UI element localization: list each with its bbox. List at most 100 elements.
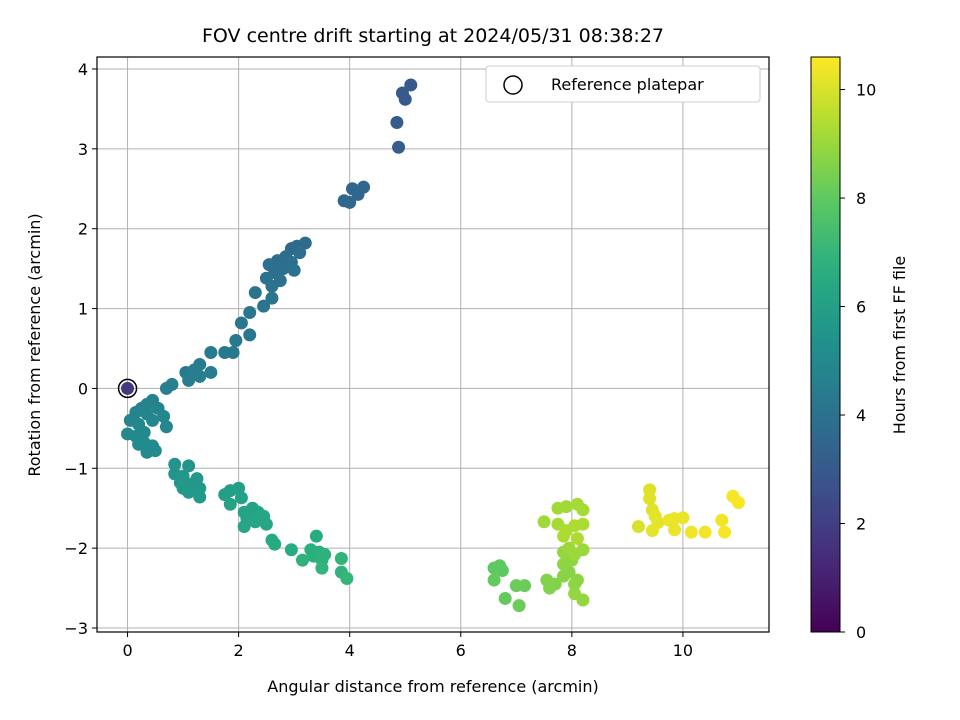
- data-point: [295, 553, 309, 567]
- plot-frame: [96, 56, 770, 633]
- legend-label: Reference platepar: [551, 75, 704, 94]
- data-point: [576, 503, 590, 517]
- data-point: [182, 485, 196, 499]
- data-point: [204, 345, 218, 359]
- x-axis-label: Angular distance from reference (arcmin): [267, 677, 598, 696]
- y-tick-label: 0: [78, 379, 88, 398]
- data-point: [576, 593, 590, 607]
- data-point: [684, 525, 698, 539]
- data-point: [218, 488, 232, 502]
- data-point: [512, 599, 526, 613]
- data-point: [340, 571, 354, 585]
- colorbar-tick-label: 2: [856, 515, 866, 534]
- y-tick-label: 3: [78, 140, 88, 159]
- data-point: [121, 381, 135, 395]
- data-point: [498, 591, 512, 605]
- data-point: [229, 334, 243, 348]
- data-point: [576, 543, 590, 557]
- data-point: [495, 564, 509, 578]
- y-tick-label: −1: [64, 459, 88, 478]
- data-points: [121, 78, 745, 613]
- data-point: [243, 328, 257, 342]
- data-point: [146, 413, 160, 427]
- data-point: [392, 140, 406, 154]
- grid-lines: [97, 57, 769, 632]
- data-point: [259, 517, 273, 531]
- data-point: [234, 316, 248, 330]
- data-point: [284, 543, 298, 557]
- colorbar-tick-label: 0: [856, 623, 866, 642]
- data-point: [576, 517, 590, 531]
- data-point: [668, 523, 682, 537]
- colorbar-tick-label: 6: [856, 298, 866, 317]
- x-tick-label: 0: [122, 641, 132, 660]
- data-point: [537, 515, 551, 529]
- data-point: [404, 78, 418, 92]
- data-point: [570, 573, 584, 587]
- data-point: [268, 537, 282, 551]
- data-point: [351, 187, 365, 201]
- data-point: [168, 457, 182, 471]
- colorbar: [810, 56, 841, 633]
- data-point: [193, 369, 207, 383]
- data-point: [645, 524, 659, 538]
- data-point: [223, 497, 237, 511]
- data-point: [698, 525, 712, 539]
- colorbar-label: Hours from first FF file: [890, 256, 909, 435]
- data-point: [718, 525, 732, 539]
- data-point: [518, 579, 532, 593]
- legend-box: [485, 65, 761, 103]
- y-tick-label: −3: [64, 619, 88, 638]
- data-point: [343, 195, 357, 209]
- y-tick-label: 4: [78, 60, 88, 79]
- data-point: [159, 381, 173, 395]
- data-point: [334, 552, 348, 566]
- data-point: [243, 306, 257, 320]
- data-point: [121, 427, 135, 441]
- data-point: [315, 561, 329, 575]
- data-point: [182, 459, 196, 473]
- data-point: [182, 373, 196, 387]
- data-point: [257, 299, 271, 313]
- x-axis-ticks: 0 2 4 6 8 10: [122, 632, 693, 660]
- x-tick-label: 6: [456, 641, 466, 660]
- data-point: [676, 511, 690, 525]
- y-tick-label: 1: [78, 300, 88, 319]
- data-point: [148, 444, 162, 458]
- data-point: [159, 420, 173, 434]
- data-point: [237, 520, 251, 534]
- legend: Reference platepar: [485, 65, 761, 103]
- data-point: [570, 532, 584, 546]
- reference-platepar-marker: [117, 378, 138, 399]
- x-tick-label: 2: [234, 641, 244, 660]
- data-point: [390, 115, 404, 129]
- colorbar-ticks: 0 2 4 6 8 10: [840, 81, 876, 642]
- data-point: [398, 92, 412, 106]
- data-point: [193, 490, 207, 504]
- data-point: [234, 491, 248, 505]
- data-point: [248, 515, 262, 529]
- data-point: [487, 573, 501, 587]
- y-axis-label: Rotation from reference (arcmin): [25, 213, 44, 476]
- data-point: [132, 437, 146, 451]
- data-point: [265, 291, 279, 305]
- data-point: [287, 263, 301, 277]
- y-axis-ticks: −3 −2 −1 0 1 2 3 4: [64, 60, 97, 638]
- x-tick-label: 8: [567, 641, 577, 660]
- colorbar-tick-label: 10: [856, 81, 876, 100]
- data-point: [715, 513, 729, 527]
- data-point: [643, 492, 657, 506]
- data-point: [265, 279, 279, 293]
- y-tick-label: 2: [78, 220, 88, 239]
- x-tick-label: 4: [345, 641, 355, 660]
- y-tick-label: −2: [64, 539, 88, 558]
- data-point: [631, 520, 645, 534]
- colorbar-tick-label: 4: [856, 406, 866, 425]
- legend-marker: [503, 75, 523, 95]
- data-point: [548, 577, 562, 591]
- x-tick-label: 10: [673, 641, 693, 660]
- colorbar-tick-label: 8: [856, 189, 866, 208]
- chart-title: FOV centre drift starting at 2024/05/31 …: [202, 25, 664, 47]
- data-point: [557, 529, 571, 543]
